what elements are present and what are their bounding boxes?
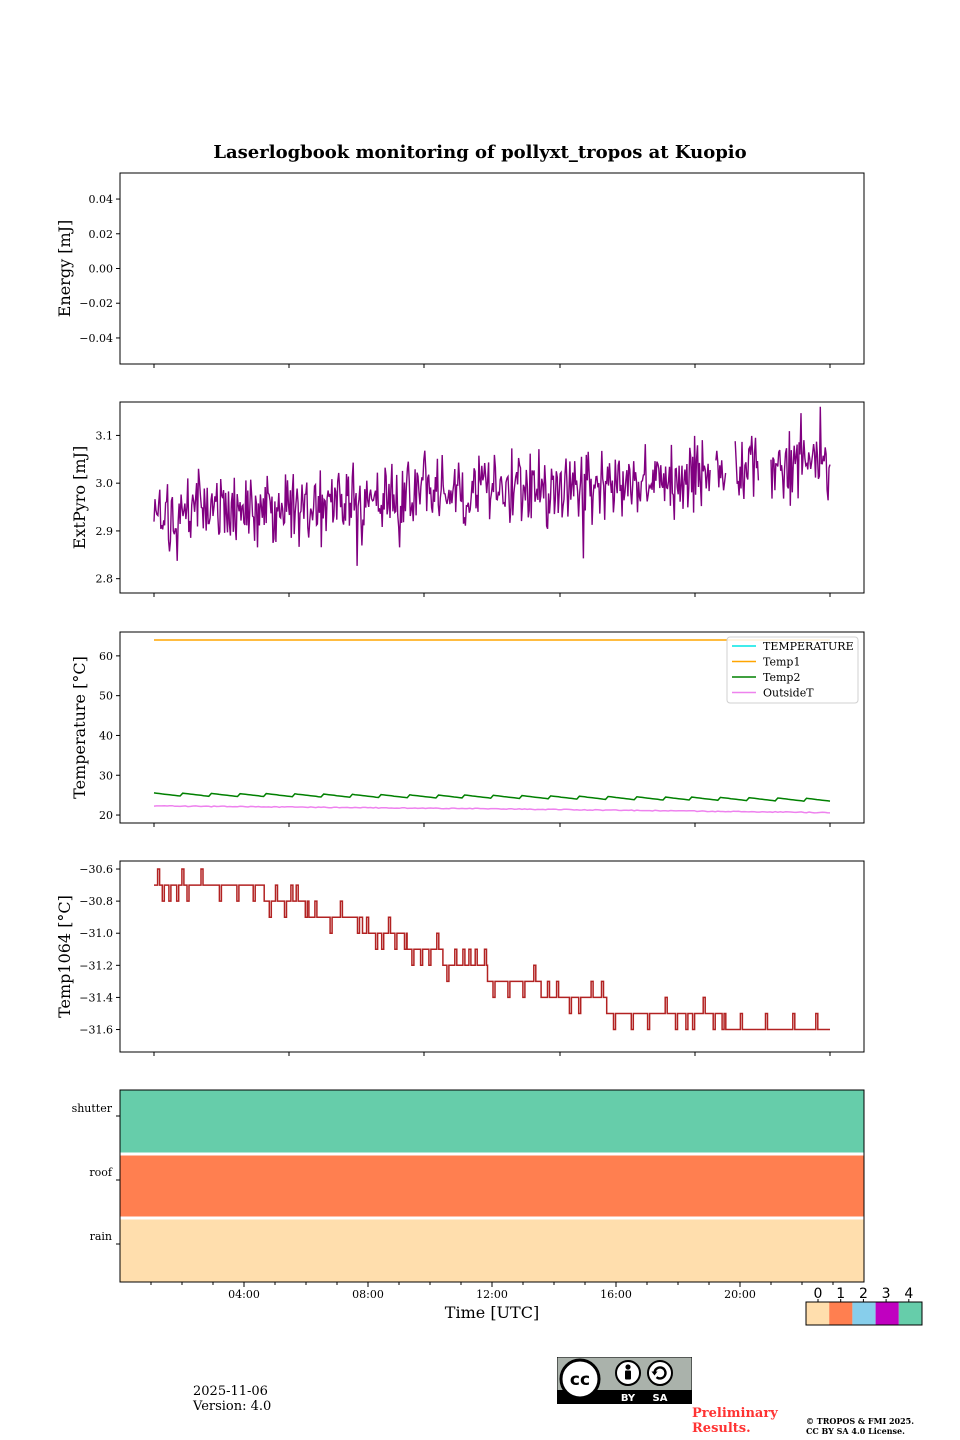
y-tick-label: −31.0 bbox=[79, 927, 113, 940]
colorbar-tick-label: 2 bbox=[859, 1286, 868, 1302]
y-tick-label: −31.6 bbox=[79, 1024, 113, 1037]
copyright-line-2: CC BY SA 4.0 License. bbox=[806, 1426, 905, 1436]
x-axis-label: Time [UTC] bbox=[445, 1303, 539, 1322]
panels: −0.04 −0.02 0.00 0.02 0.04 Energy [mJ] 2.8 2.9 3… bbox=[55, 172, 923, 1326]
colorbar-tick-label: 4 bbox=[904, 1286, 913, 1302]
colorbar-swatch-2 bbox=[852, 1302, 876, 1325]
share-alike-icon bbox=[647, 1360, 673, 1386]
panel-4: −31.6 −31.4 −31.2 −31.0 −30.8 −30.6 Temp1064 [… bbox=[55, 860, 865, 1056]
y-tick-label: 3.0 bbox=[96, 477, 114, 490]
colorbar-swatch-3 bbox=[875, 1302, 899, 1325]
colorbar-frame bbox=[805, 1301, 923, 1326]
y-tick-label: −31.2 bbox=[79, 959, 113, 972]
colorbar-tick-label: 3 bbox=[882, 1286, 891, 1302]
plot-area-frame bbox=[119, 172, 865, 365]
temp1064-line bbox=[154, 868, 830, 1031]
status-panel: shutter roof rain 04:00 08:00 12:00 16:00 20:00… bbox=[72, 1089, 865, 1322]
cc-icon bbox=[559, 1358, 601, 1400]
shutter-label: shutter bbox=[72, 1102, 113, 1115]
roof-status-band bbox=[120, 1154, 864, 1218]
y-tick-label: 60 bbox=[99, 650, 113, 663]
y-tick-label: −31.4 bbox=[79, 991, 113, 1004]
panel-1: −0.04 −0.02 0.00 0.02 0.04 Energy [mJ] bbox=[55, 172, 865, 368]
extpyro-line bbox=[153, 406, 831, 566]
panel-2: 2.8 2.9 3.0 3.1 ExtPyro [mJ] bbox=[70, 401, 865, 597]
colorbar-swatch-1 bbox=[829, 1302, 853, 1325]
preliminary-line-2: Results. bbox=[692, 1421, 751, 1436]
colorbar-tick-label: 0 bbox=[814, 1286, 823, 1302]
colorbar-swatch-0 bbox=[806, 1302, 830, 1325]
svg-text:cc: cc bbox=[570, 1370, 590, 1390]
legend-temp1-label: Temp1 bbox=[763, 656, 800, 669]
date-version-block: 2025-11-06 Version: 4.0 bbox=[193, 1384, 271, 1414]
y-tick-label: 3.1 bbox=[96, 429, 114, 442]
y-tick-label: 30 bbox=[99, 769, 113, 782]
x-tick-label: 08:00 bbox=[352, 1288, 384, 1301]
preliminary-line-1: Preliminary bbox=[692, 1406, 778, 1421]
x-tick-label: 16:00 bbox=[600, 1288, 632, 1301]
y-axis-label: Temperature [°C] bbox=[70, 656, 89, 799]
preliminary-note: Preliminary Results. bbox=[692, 1406, 778, 1436]
x-tick-label: 20:00 bbox=[724, 1288, 756, 1301]
cc-sa-text: SA bbox=[653, 1393, 668, 1404]
legend-outsidet-label: OutsideT bbox=[763, 687, 814, 700]
rain-label: rain bbox=[90, 1230, 112, 1243]
y-tick-label: 0.04 bbox=[89, 193, 114, 206]
y-tick-label: 2.9 bbox=[96, 525, 114, 538]
legend-temperature-label: TEMPERATURE bbox=[763, 640, 854, 653]
plot-area-frame bbox=[119, 401, 865, 594]
y-tick-label: 50 bbox=[99, 690, 113, 703]
y-tick-label: −30.8 bbox=[79, 895, 113, 908]
copyright-note: © TROPOS & FMI 2025. CC BY SA 4.0 Licens… bbox=[806, 1416, 914, 1436]
y-tick-label: 20 bbox=[99, 809, 113, 822]
copyright-line-1: © TROPOS & FMI 2025. bbox=[806, 1416, 915, 1426]
rain-status-band bbox=[120, 1218, 864, 1282]
roof-label: roof bbox=[89, 1166, 113, 1179]
plot-area-frame bbox=[119, 860, 865, 1053]
y-tick-label: 0.02 bbox=[89, 228, 114, 241]
shutter-status-band bbox=[120, 1090, 864, 1154]
legend-box bbox=[726, 636, 859, 704]
y-tick-label: −0.02 bbox=[79, 297, 113, 310]
colorbar-swatch-4 bbox=[898, 1302, 922, 1325]
colorbar-tick-label: 1 bbox=[836, 1286, 845, 1302]
y-tick-label: −30.6 bbox=[79, 863, 113, 876]
chart-title: Laserlogbook monitoring of pollyxt_tropo… bbox=[213, 142, 746, 163]
cc-by-text: BY bbox=[621, 1393, 636, 1404]
date-text: 2025-11-06 bbox=[193, 1384, 268, 1399]
x-tick-label: 12:00 bbox=[476, 1288, 508, 1301]
plot-area-frame bbox=[119, 631, 865, 824]
version-text: Version: 4.0 bbox=[193, 1399, 272, 1414]
y-axis-label: ExtPyro [mJ] bbox=[70, 446, 89, 549]
y-tick-label: 2.8 bbox=[96, 573, 114, 586]
outsidet-line bbox=[153, 804, 831, 814]
y-tick-label: −0.04 bbox=[79, 332, 113, 345]
y-tick-label: 40 bbox=[99, 729, 113, 742]
y-axis-label: Energy [mJ] bbox=[55, 220, 74, 318]
legend: TEMPERATURE Temp1 Temp2 OutsideT bbox=[726, 636, 859, 704]
temp2-line bbox=[153, 792, 831, 803]
panel-3: TEMPERATURE Temp1 Temp2 OutsideT 20 30 40 50 60 T… bbox=[70, 631, 865, 827]
y-tick-label: 0.00 bbox=[89, 263, 114, 276]
legend-temp2-label: Temp2 bbox=[763, 671, 800, 684]
cc-by-sa-logo: cc BY SA bbox=[557, 1357, 692, 1404]
x-tick-label: 04:00 bbox=[228, 1288, 260, 1301]
y-axis-label: Temp1064 [°C] bbox=[55, 895, 74, 1018]
